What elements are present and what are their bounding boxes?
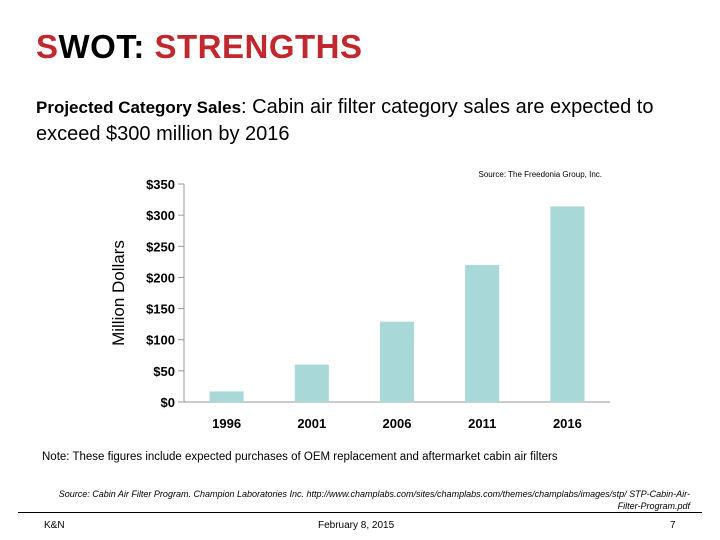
bar-chart: Source: The Freedonia Group, Inc. Millio…	[109, 170, 610, 431]
x-tick-label: 2001	[297, 416, 326, 431]
bar-2001	[294, 364, 329, 402]
y-tick-label: $50	[153, 364, 175, 379]
y-tick-label: $300	[146, 208, 175, 223]
subtitle-bold: Projected Category Sales	[36, 98, 242, 117]
title-letter-s: S	[36, 28, 59, 65]
chart-source-label: Source: The Freedonia Group, Inc.	[479, 170, 602, 179]
y-axis-label: Million Dollars	[109, 240, 128, 346]
y-tick-label: $350	[146, 177, 175, 192]
x-tick-label: 2016	[553, 416, 582, 431]
bar-2016	[550, 206, 585, 402]
chart-note: Note: These figures include expected pur…	[42, 451, 558, 463]
subtitle-text: : Cabin air filter category sales are ex…	[36, 96, 654, 145]
footer-company: K&N	[44, 520, 65, 531]
y-tick-label: $0	[161, 395, 175, 410]
bar-2006	[379, 321, 415, 402]
y-tick-label: $150	[146, 302, 175, 317]
y-tick-label: $250	[146, 239, 175, 254]
footer-page-number: 7	[670, 520, 676, 531]
y-tick-label: $200	[146, 270, 175, 285]
footer-date: February 8, 2015	[318, 520, 395, 531]
x-tick-label: 2006	[383, 416, 412, 431]
x-tick-label: 1996	[212, 416, 241, 431]
footer-divider	[18, 512, 702, 513]
slide-title: SWOT: STRENGTHS	[36, 28, 363, 66]
x-tick-label: 2011	[468, 416, 496, 431]
bar-1996	[209, 391, 244, 402]
bar-2011	[465, 264, 500, 402]
slide-subtitle: Projected Category Sales: Cabin air filt…	[36, 94, 676, 147]
title-strengths: STRENGTHS	[154, 28, 363, 65]
y-tick-label: $100	[146, 333, 175, 348]
source-citation: Source: Cabin Air Filter Program. Champi…	[58, 489, 690, 511]
title-wot: WOT:	[58, 28, 155, 65]
